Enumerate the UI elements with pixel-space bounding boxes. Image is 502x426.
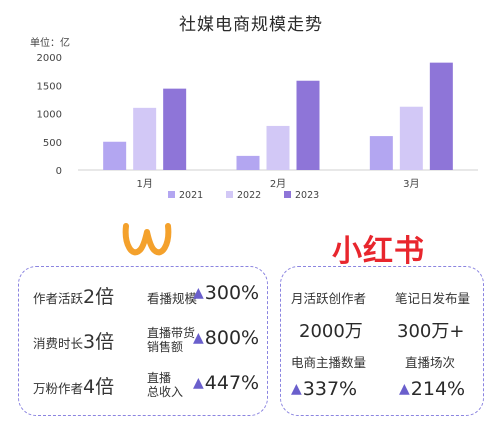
metric-label: 看播规模 (147, 291, 198, 306)
unit-label: 单位：亿 (30, 38, 70, 49)
metric-growth: ▲214% (399, 378, 465, 400)
bar (266, 125, 290, 170)
metric-label: 直播 总收入 (147, 371, 183, 399)
orange-w-logo-icon (122, 223, 172, 256)
y-tick-label: 0 (56, 166, 62, 177)
bar (296, 80, 320, 170)
bar (236, 155, 260, 170)
platform-stats-card-right: 月活跃创作者 笔记日发布量 2000万 300万+ 电商主播数量 直播场次 ▲3… (280, 266, 484, 416)
metric-growth: ▲300% (193, 282, 259, 304)
up-arrow-icon: ▲ (291, 381, 302, 397)
metric-growth: ▲447% (193, 372, 259, 394)
y-tick-label: 1500 (37, 81, 62, 92)
metric-label-line2: 总收入 (147, 385, 184, 399)
metric-growth: ▲337% (291, 378, 357, 400)
bar (103, 141, 127, 170)
legend-swatch (168, 191, 175, 198)
legend-label: 2023 (295, 190, 319, 201)
stat-label: 笔记日发布量 (395, 291, 471, 306)
x-tick-label: 1月 (136, 178, 152, 190)
stat-value: 300万+ (397, 321, 465, 342)
up-arrow-icon: ▲ (399, 381, 410, 397)
y-tick-label: 2000 (37, 53, 62, 64)
stat-label: 作者活跃 (33, 291, 84, 306)
growth-value: 214% (410, 378, 466, 400)
legend-swatch (226, 191, 233, 198)
metric-label: 直播带货 销售额 (147, 326, 195, 354)
bar (163, 88, 187, 170)
stat-label: 消费时长 (33, 336, 84, 351)
bar-chart: 0 500 1000 1500 2000 1月 2月 3月 2021 2022 2023 (37, 53, 478, 201)
chart-title: 社媒电商规模走势 (179, 15, 323, 35)
bar (429, 62, 453, 170)
growth-value: 337% (302, 378, 358, 400)
legend-swatch (284, 191, 291, 198)
up-arrow-icon: ▲ (193, 375, 204, 391)
stat-value: 2倍 (83, 286, 115, 308)
legend-label: 2021 (179, 190, 203, 201)
y-tick-label: 1000 (37, 110, 62, 121)
metric-label-line1: 直播带货 (147, 326, 196, 340)
growth-value: 300% (204, 282, 260, 304)
metric-label-line1: 直播 (147, 371, 172, 385)
legend-label: 2022 (237, 190, 261, 201)
stat-value: 3倍 (83, 331, 115, 353)
x-tick-label: 3月 (403, 178, 419, 190)
bar (369, 136, 393, 170)
metric-growth: ▲800% (193, 327, 259, 349)
stat-value: 2000万 (299, 321, 363, 342)
platform-stats-card-left: 作者活跃 2倍 看播规模 ▲300% 消费时长 3倍 直播带货 销售额 ▲800… (18, 266, 268, 416)
up-arrow-icon: ▲ (193, 330, 204, 346)
growth-value: 447% (204, 372, 260, 394)
y-tick-label: 500 (43, 138, 62, 149)
metric-label-line2: 销售额 (147, 340, 184, 354)
growth-value: 800% (204, 327, 260, 349)
stat-value: 4倍 (83, 376, 115, 398)
stat-label: 电商主播数量 (291, 355, 367, 370)
x-tick-label: 2月 (270, 178, 286, 190)
up-arrow-icon: ▲ (193, 285, 204, 301)
bar (399, 106, 423, 170)
stat-label: 直播场次 (405, 355, 456, 370)
stat-label: 月活跃创作者 (291, 291, 367, 306)
bar (133, 107, 157, 170)
stat-label: 万粉作者 (33, 381, 84, 396)
xiaohongshu-logo: 小红书 (332, 234, 425, 269)
